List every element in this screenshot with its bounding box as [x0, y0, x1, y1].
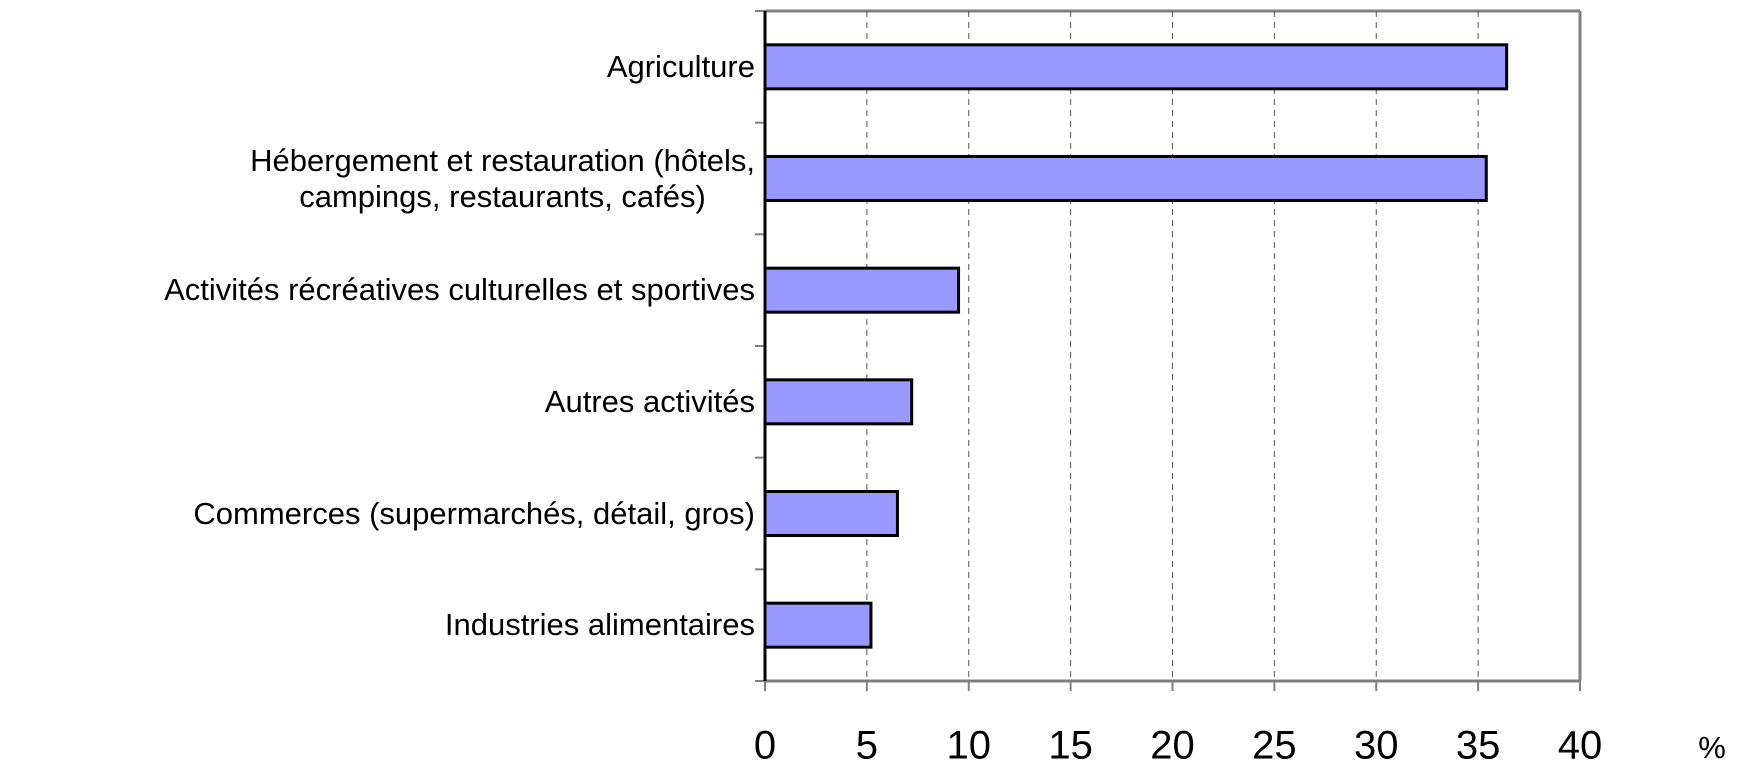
bar [763, 378, 914, 426]
x-tick-label: 35 [1456, 724, 1501, 765]
bar [763, 266, 961, 314]
x-tick-label: 20 [1150, 724, 1195, 765]
x-tick-label: 0 [754, 724, 776, 765]
y-tick-label: Activités récréatives culturelles et spo… [164, 272, 755, 308]
y-tick-label: Industries alimentaires [444, 607, 755, 643]
bar [763, 601, 873, 649]
x-tick-label: 15 [1048, 724, 1093, 765]
y-tick-label: Autres activités [544, 383, 755, 419]
y-tick-label: Agriculture [606, 48, 755, 84]
x-tick-label: 5 [856, 724, 878, 765]
bar [763, 155, 1488, 202]
x-tick-label: 10 [947, 724, 992, 765]
bar [763, 490, 899, 537]
x-axis-label: % [1698, 730, 1726, 765]
bar [763, 43, 1509, 91]
x-tick-label: 30 [1354, 724, 1399, 765]
y-tick-label: Hébergement et restauration (hôtels, cam… [250, 142, 755, 214]
x-tick-label: 40 [1558, 724, 1603, 765]
x-tick-label: 25 [1252, 724, 1297, 765]
y-tick-label: Commerces (supermarchés, détail, gros) [193, 495, 755, 531]
